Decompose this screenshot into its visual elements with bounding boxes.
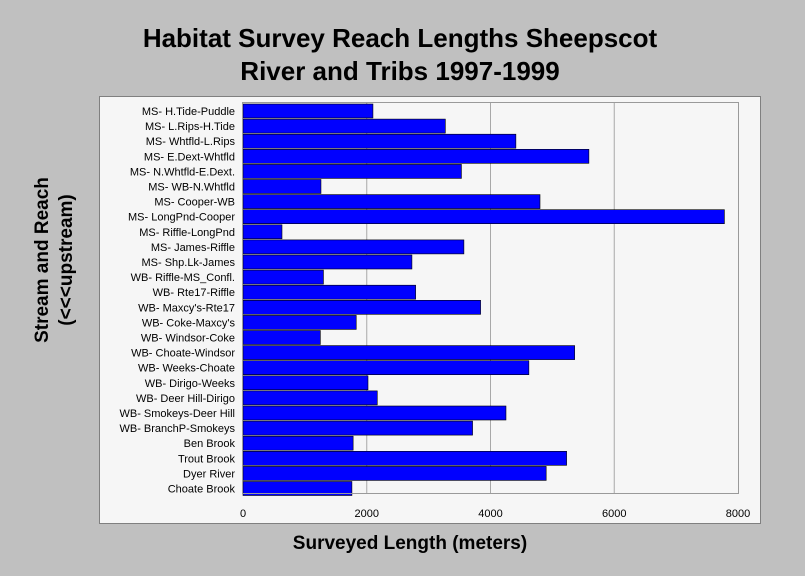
- category-label: WB- Weeks-Choate: [138, 363, 235, 375]
- y-axis-title-line-1: Stream and Reach: [32, 177, 53, 343]
- bar: [242, 466, 547, 481]
- category-label: MS- James-Riffle: [151, 242, 235, 254]
- bar: [242, 149, 590, 164]
- bar: [242, 481, 353, 496]
- bar: [242, 360, 530, 376]
- category-label: MS- N.Whtfld-E.Dext.: [130, 166, 235, 178]
- y-axis-title-line-2: (<<<upstream): [56, 194, 77, 326]
- bar: [242, 239, 465, 255]
- bar: [242, 224, 283, 240]
- category-label: MS- Whtfld-L.Rips: [146, 136, 236, 148]
- bar: [242, 375, 369, 391]
- bar-layer: [242, 103, 725, 496]
- bar: [242, 405, 507, 421]
- chart-title-line-1: Habitat Survey Reach Lengths Sheepscot: [142, 23, 658, 53]
- x-tick-label: 8000: [726, 508, 750, 520]
- bar: [242, 179, 322, 194]
- x-tick-label: 6000: [602, 508, 626, 520]
- category-label: WB- Windsor-Coke: [141, 333, 235, 345]
- category-label: Trout Brook: [178, 453, 236, 465]
- bar: [242, 133, 517, 149]
- bar: [242, 164, 462, 179]
- bar: [242, 254, 413, 270]
- bar: [242, 315, 357, 330]
- x-tick-label: 0: [240, 508, 246, 520]
- bar: [242, 269, 324, 285]
- category-label: MS- Riffle-LongPnd: [139, 227, 235, 239]
- chart-title-line-2: River and Tribs 1997-1999: [240, 56, 560, 86]
- category-label: WB- Rte17-Riffle: [153, 287, 235, 299]
- x-axis-title: Surveyed Length (meters): [292, 533, 528, 554]
- category-label: WB- BranchP-Smokeys: [119, 423, 235, 435]
- bar: [242, 390, 378, 406]
- category-label: WB- Coke-Maxcy's: [142, 317, 236, 329]
- category-label: Choate Brook: [168, 484, 236, 496]
- category-label: WB- Smokeys-Deer Hill: [119, 408, 235, 420]
- x-tick-label: 2000: [355, 508, 379, 520]
- bar: [242, 330, 321, 345]
- bar: [242, 435, 354, 451]
- bar: [242, 103, 374, 119]
- x-tick-label: 4000: [478, 508, 502, 520]
- category-label: MS- H.Tide-Puddle: [142, 106, 235, 118]
- category-label: Ben Brook: [184, 438, 236, 450]
- category-label: WB- Riffle-MS_Confl.: [131, 272, 235, 284]
- bar: [242, 284, 416, 300]
- category-label: MS- L.Rips-H.Tide: [145, 121, 235, 133]
- bar: [242, 299, 481, 315]
- category-label: WB- Dirigo-Weeks: [145, 378, 236, 390]
- bar: [242, 209, 725, 224]
- bar: [242, 118, 446, 134]
- category-label: MS- E.Dext-Whtfld: [144, 151, 235, 163]
- category-label: MS- Cooper-WB: [154, 197, 235, 209]
- chart-title: Habitat Survey Reach Lengths Sheepscot R…: [0, 22, 800, 88]
- bar: [242, 450, 567, 466]
- x-tick-label-layer: 0 2000 4000 6000 8000: [240, 508, 750, 520]
- category-label: WB- Maxcy's-Rte17: [138, 302, 235, 314]
- category-label: WB- Choate-Windsor: [131, 348, 235, 360]
- category-label: WB- Deer Hill-Dirigo: [136, 393, 235, 405]
- category-label: Dyer River: [183, 468, 235, 480]
- category-label: MS- LongPnd-Cooper: [128, 212, 235, 224]
- bar: [242, 420, 473, 436]
- bar: [242, 194, 541, 209]
- bar: [242, 345, 575, 360]
- category-label: MS- WB-N.Whtfld: [148, 182, 235, 194]
- category-label-layer: MS- H.Tide-Puddle MS- L.Rips-H.Tide MS- Wh…: [119, 106, 235, 496]
- category-label: MS- Shp.Lk-James: [141, 257, 235, 269]
